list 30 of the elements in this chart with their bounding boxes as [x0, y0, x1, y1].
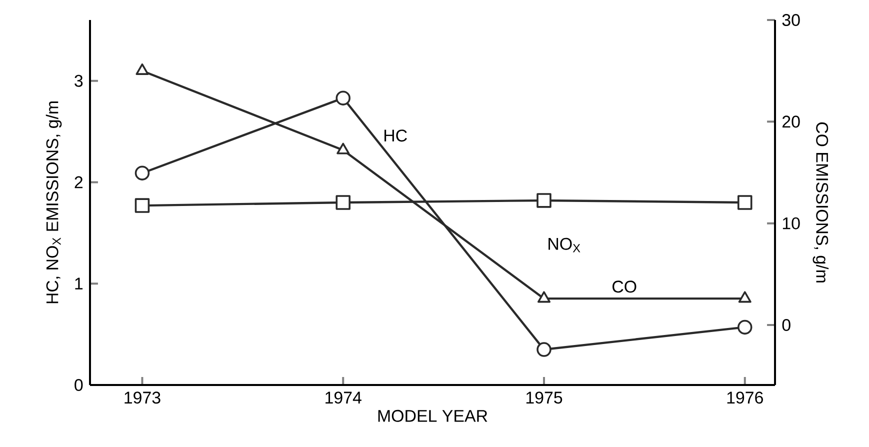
y2-tick-label: 0	[782, 319, 790, 332]
x-tick-label: 1974	[326, 392, 362, 404]
point	[536, 193, 552, 208]
y-tick-label: 2	[74, 176, 82, 188]
y-tick-label: 1	[75, 278, 83, 290]
point	[738, 291, 752, 303]
point	[536, 342, 552, 357]
y2-tick-label: 20	[782, 116, 800, 128]
point	[134, 166, 150, 180]
point	[738, 195, 752, 210]
point	[537, 291, 551, 303]
x-tick-label: 1976	[727, 392, 763, 404]
y2-tick-label: 30	[782, 14, 800, 26]
point	[134, 198, 150, 213]
point	[336, 142, 350, 154]
y2-tick-label: 10	[782, 217, 800, 230]
x-axis-title: MODEL YEAR	[378, 410, 488, 422]
series-label: HC	[384, 130, 407, 142]
y-tick-label: 0	[74, 379, 83, 391]
series-label: NO$_{X}$	[548, 238, 580, 252]
x-tick-label: 1975	[526, 392, 562, 404]
point	[336, 195, 350, 210]
x-tick-label: 1973	[124, 392, 160, 404]
series-label: CO	[612, 280, 636, 293]
y2-axis-title: CO EMISSIONS, g/m	[812, 122, 829, 282]
point	[136, 63, 149, 75]
point	[336, 90, 350, 106]
point	[738, 320, 752, 335]
y-tick-label: 3	[74, 74, 83, 87]
y-axis-title: HC, NO$_{X}$ EMISSIONS, g/m	[46, 102, 62, 304]
